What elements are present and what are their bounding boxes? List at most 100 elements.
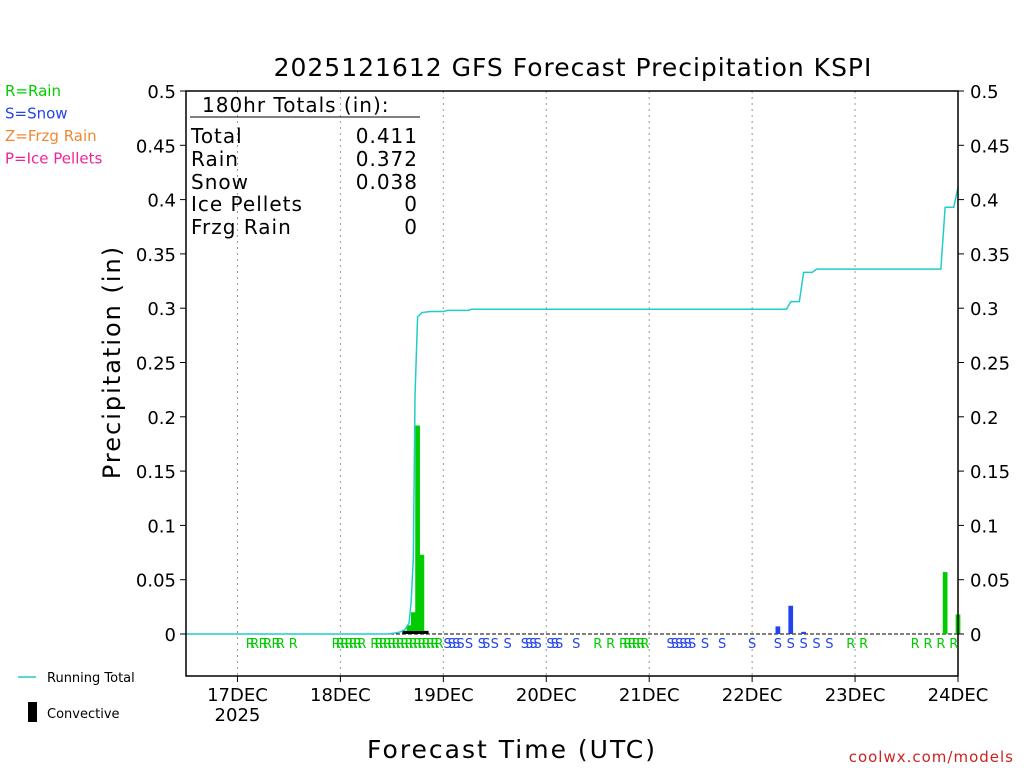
rain-marker: R: [250, 637, 259, 652]
rain-bar: [406, 625, 412, 634]
legend-entry: Z=Frzg Rain: [5, 127, 97, 145]
snow-marker: S: [551, 637, 559, 652]
snow-marker: S: [529, 637, 537, 652]
snow-marker: S: [748, 637, 756, 652]
credit-text: coolwx.com/models: [849, 748, 1014, 766]
y-tick-label-left: 0: [165, 625, 176, 646]
snow-marker: S: [525, 637, 533, 652]
chart-title: 2025121612 GFS Forecast Precipitation KS…: [274, 53, 873, 82]
legend-entry: P=Ice Pellets: [5, 150, 102, 168]
rain-marker: R: [413, 637, 422, 652]
totals-row-value: 0: [404, 215, 418, 239]
snow-marker: S: [688, 637, 696, 652]
convective-bar: [415, 631, 420, 634]
rain-marker: R: [422, 637, 431, 652]
rain-marker: R: [353, 637, 362, 652]
convective-bar: [419, 631, 425, 634]
totals-box: 180hr Totals (in): Total 0.411 Rain 0.37…: [190, 93, 420, 239]
rain-marker: R: [263, 637, 272, 652]
snow-marker: S: [812, 637, 820, 652]
convective-swatch: [28, 702, 37, 722]
y-tick-label-right: 0.3: [970, 299, 999, 320]
rain-bar: [415, 425, 420, 634]
y-tick-label-right: 0.4: [970, 191, 999, 212]
rain-marker: R: [396, 637, 405, 652]
x-tick-label: 18DEC: [310, 685, 371, 706]
snow-marker: S: [452, 637, 460, 652]
rain-marker: R: [936, 637, 945, 652]
snow-marker: S: [465, 637, 473, 652]
y-tick-label-right: 0.15: [970, 462, 1010, 483]
rain-marker: R: [370, 637, 379, 652]
bars-layer: [402, 425, 961, 634]
running-total-layer: [186, 187, 959, 635]
snow-marker: S: [718, 637, 726, 652]
snow-marker: S: [521, 637, 529, 652]
snow-marker: S: [774, 637, 782, 652]
convective-bar: [423, 631, 429, 634]
y-tick-label-left: 0.35: [136, 245, 176, 266]
rain-marker: R: [387, 637, 396, 652]
rain-marker: R: [409, 637, 418, 652]
snow-bar: [801, 631, 806, 634]
snow-marker: S: [679, 637, 687, 652]
totals-header: 180hr Totals (in):: [202, 93, 390, 117]
rain-marker: R: [911, 637, 920, 652]
rain-marker: R: [640, 637, 649, 652]
rain-marker: R: [259, 637, 268, 652]
y-tick-label-right: 0.35: [970, 245, 1010, 266]
snow-marker: S: [504, 637, 512, 652]
totals-row-value: 0: [404, 192, 418, 216]
y-tick-label-left: 0.1: [147, 516, 176, 537]
rain-marker: R: [379, 637, 388, 652]
totals-row-label: Rain: [191, 147, 239, 171]
rain-marker: R: [340, 637, 349, 652]
x-tick-label: 22DEC: [722, 685, 783, 706]
rain-bar: [410, 612, 416, 634]
x-tick-sublabel: 2025: [215, 705, 261, 726]
y-tick-label-left: 0.45: [136, 136, 176, 157]
snow-marker: S: [572, 637, 580, 652]
snow-marker: S: [491, 637, 499, 652]
rain-marker: R: [619, 637, 628, 652]
y-tick-label-left: 0.4: [147, 191, 176, 212]
rain-marker: R: [430, 637, 439, 652]
x-tick-label: 23DEC: [825, 685, 886, 706]
rain-marker: R: [628, 637, 637, 652]
snow-marker: S: [671, 637, 679, 652]
y-tick-label-right: 0.2: [970, 408, 999, 429]
y-tick-label-right: 0: [970, 625, 981, 646]
x-tick-label: 21DEC: [619, 685, 680, 706]
x-tick-label: 24DEC: [928, 685, 989, 706]
snow-bar: [775, 626, 781, 634]
rain-marker: R: [623, 637, 632, 652]
rain-marker: R: [383, 637, 392, 652]
grid-layer: [186, 91, 958, 676]
rain-marker: R: [374, 637, 383, 652]
plot-frame: [185, 90, 959, 677]
running-total-line: [186, 187, 959, 635]
rain-marker: R: [392, 637, 401, 652]
y-tick-label-right: 0.05: [970, 571, 1010, 592]
rain-marker: R: [332, 637, 341, 652]
totals-row-label: Total: [190, 124, 243, 148]
y-tick-label-left: 0.15: [136, 462, 176, 483]
snow-marker: S: [667, 637, 675, 652]
rain-marker: R: [632, 637, 641, 652]
totals-row-value: 0.411: [356, 124, 418, 148]
x-axis-label: Forecast Time (UTC): [367, 735, 657, 764]
snow-marker: S: [478, 637, 486, 652]
x-tick-label: 17DEC: [207, 685, 268, 706]
x-tick-label: 20DEC: [516, 685, 577, 706]
y-tick-label-right: 0.5: [970, 82, 999, 103]
rain-marker: R: [636, 637, 645, 652]
y-tick-label-left: 0.2: [147, 408, 176, 429]
legend-convective: Convective: [47, 707, 120, 722]
rain-marker: R: [246, 637, 255, 652]
totals-row-value: 0.038: [356, 170, 418, 194]
rain-bar: [419, 554, 425, 634]
rain-marker: R: [400, 637, 409, 652]
snow-marker: S: [675, 637, 683, 652]
rain-marker: R: [923, 637, 932, 652]
